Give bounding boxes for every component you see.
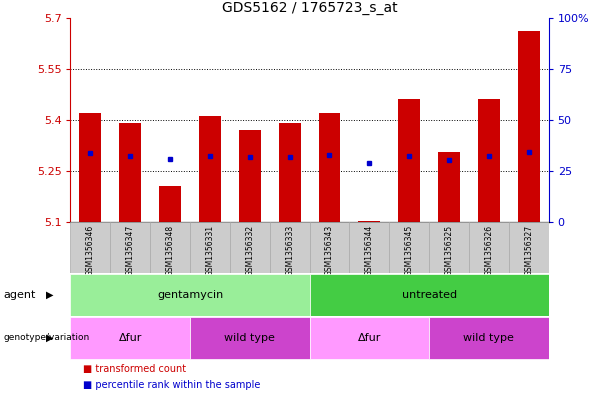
Bar [429, 317, 549, 359]
Text: GSM1356345: GSM1356345 [405, 224, 414, 276]
Bar [518, 31, 539, 222]
Bar [310, 222, 349, 273]
Bar [279, 123, 300, 222]
Bar [70, 274, 310, 316]
Bar [319, 113, 340, 222]
Text: GSM1356344: GSM1356344 [365, 224, 374, 276]
Bar [120, 123, 141, 222]
Bar [150, 222, 190, 273]
Text: gentamycin: gentamycin [157, 290, 223, 300]
Bar [70, 317, 190, 359]
Text: GSM1356326: GSM1356326 [484, 224, 493, 276]
Bar [230, 222, 270, 273]
Text: GSM1356325: GSM1356325 [444, 224, 454, 276]
Text: ■ transformed count: ■ transformed count [83, 364, 186, 373]
Text: GSM1356343: GSM1356343 [325, 224, 334, 276]
Bar [398, 99, 420, 222]
Text: Δfur: Δfur [357, 333, 381, 343]
Text: GSM1356347: GSM1356347 [126, 224, 135, 276]
Title: GDS5162 / 1765723_s_at: GDS5162 / 1765723_s_at [222, 1, 397, 15]
Text: GSM1356333: GSM1356333 [285, 224, 294, 276]
Text: ▶: ▶ [46, 333, 53, 343]
Text: Δfur: Δfur [118, 333, 142, 343]
Bar [359, 221, 380, 222]
Text: GSM1356346: GSM1356346 [86, 224, 95, 276]
Text: GSM1356327: GSM1356327 [524, 224, 533, 276]
Bar [478, 99, 500, 222]
Bar [509, 222, 549, 273]
Text: wild type: wild type [463, 333, 514, 343]
Bar [270, 222, 310, 273]
Bar [389, 222, 429, 273]
Bar [110, 222, 150, 273]
Bar [310, 274, 549, 316]
Bar [159, 186, 181, 222]
Bar [190, 317, 310, 359]
Bar [190, 222, 230, 273]
Text: wild type: wild type [224, 333, 275, 343]
Bar [239, 130, 261, 222]
Text: ■ percentile rank within the sample: ■ percentile rank within the sample [83, 380, 260, 390]
Bar [310, 317, 429, 359]
Bar [429, 222, 469, 273]
Text: genotype/variation: genotype/variation [3, 334, 89, 342]
Bar [349, 222, 389, 273]
Bar [199, 116, 221, 222]
Text: agent: agent [3, 290, 36, 300]
Text: GSM1356331: GSM1356331 [205, 224, 215, 276]
Text: ▶: ▶ [46, 290, 53, 300]
Text: untreated: untreated [402, 290, 457, 300]
Text: GSM1356348: GSM1356348 [166, 224, 175, 276]
Bar [469, 222, 509, 273]
Text: GSM1356332: GSM1356332 [245, 224, 254, 276]
Bar [80, 113, 101, 222]
Bar [70, 222, 110, 273]
Bar [438, 152, 460, 222]
